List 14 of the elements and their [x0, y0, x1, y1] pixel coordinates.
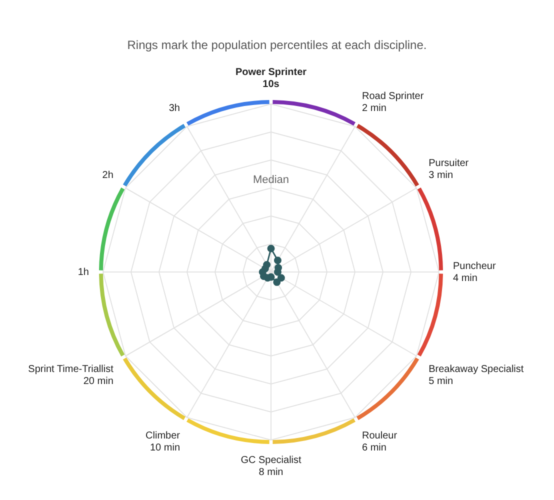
spoke-label: Pursuiter 3 min	[428, 158, 470, 181]
spoke-label: Rouleur 6 min	[362, 430, 398, 454]
text: Median	[252, 174, 290, 186]
spoke-label: 1h	[78, 266, 89, 278]
spoke-label: 3h	[168, 103, 180, 114]
spoke-label: Climber 10 min	[146, 430, 181, 454]
spoke-label: Breakaway Specialist 5 min	[428, 364, 524, 387]
spoke-label: Power Sprinter 10s	[235, 66, 307, 90]
spoke-label: GC Specialist 8 min	[240, 454, 302, 478]
chart-title: Rings mark the population percentiles at each discipline.	[126, 37, 428, 54]
spoke-label: 2h	[102, 170, 114, 181]
spoke-label: Sprint Time-Triallist 20 min	[28, 364, 114, 387]
spoke-label: Road Sprinter 2 min	[362, 91, 424, 114]
spoke-label: Puncheur 4 min	[453, 260, 496, 284]
